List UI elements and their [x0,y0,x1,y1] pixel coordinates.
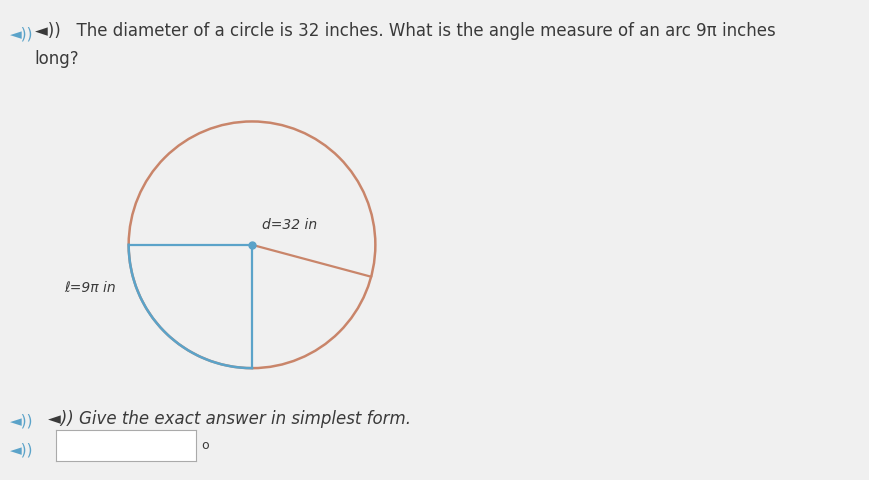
Point [245,241,259,249]
Text: ◄)): ◄)) [10,443,34,457]
Text: long?: long? [35,50,79,68]
Text: o: o [202,439,209,452]
Text: d=32 in: d=32 in [262,218,317,232]
Text: ◄)) Give the exact answer in simplest form.: ◄)) Give the exact answer in simplest fo… [48,410,411,429]
Text: ℓ=9π in: ℓ=9π in [64,281,116,295]
Text: ◄)): ◄)) [10,414,34,429]
Text: ◄))   The diameter of a circle is 32 inches. What is the angle measure of an arc: ◄)) The diameter of a circle is 32 inche… [35,22,775,40]
Text: ◄)): ◄)) [10,26,34,41]
